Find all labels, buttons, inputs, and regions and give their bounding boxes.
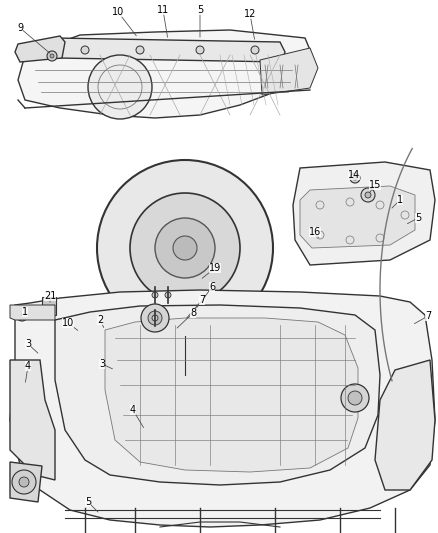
Text: 7: 7: [425, 311, 431, 321]
Circle shape: [155, 218, 215, 278]
Circle shape: [200, 347, 296, 443]
Circle shape: [180, 327, 316, 463]
Text: 11: 11: [157, 5, 169, 15]
Polygon shape: [52, 38, 285, 62]
Polygon shape: [10, 360, 55, 480]
Circle shape: [365, 192, 371, 198]
Polygon shape: [55, 305, 380, 485]
Text: 5: 5: [415, 213, 421, 223]
Polygon shape: [10, 290, 435, 527]
Polygon shape: [105, 318, 358, 472]
Circle shape: [88, 55, 152, 119]
Circle shape: [152, 315, 158, 321]
Text: 8: 8: [190, 308, 196, 318]
Polygon shape: [18, 30, 310, 118]
Text: 12: 12: [244, 9, 256, 19]
Circle shape: [50, 54, 54, 58]
Text: 10: 10: [62, 318, 74, 328]
Circle shape: [242, 389, 254, 401]
Circle shape: [230, 377, 266, 413]
Circle shape: [130, 193, 240, 303]
Text: 4: 4: [25, 361, 31, 371]
Text: 19: 19: [209, 263, 221, 273]
Circle shape: [148, 311, 162, 325]
Circle shape: [361, 188, 375, 202]
Circle shape: [196, 46, 204, 54]
Circle shape: [251, 46, 259, 54]
Circle shape: [173, 236, 197, 260]
Text: 3: 3: [25, 339, 31, 349]
Circle shape: [16, 309, 28, 321]
Circle shape: [81, 46, 89, 54]
Polygon shape: [10, 462, 42, 502]
Circle shape: [97, 160, 273, 336]
Circle shape: [152, 292, 158, 298]
Polygon shape: [10, 305, 55, 320]
Polygon shape: [375, 360, 435, 490]
Text: 9: 9: [17, 23, 23, 33]
Polygon shape: [260, 48, 318, 95]
Polygon shape: [300, 186, 415, 248]
Circle shape: [136, 46, 144, 54]
Text: 21: 21: [44, 291, 56, 301]
Text: 15: 15: [369, 180, 381, 190]
Text: 6: 6: [209, 282, 215, 292]
Text: 5: 5: [197, 5, 203, 15]
Polygon shape: [15, 36, 65, 62]
Text: 7: 7: [199, 295, 205, 305]
Circle shape: [141, 304, 169, 332]
Circle shape: [350, 173, 360, 183]
Text: 3: 3: [99, 359, 105, 369]
Circle shape: [19, 477, 29, 487]
Circle shape: [165, 292, 171, 298]
Polygon shape: [293, 162, 435, 265]
Text: 14: 14: [348, 170, 360, 180]
Bar: [42, 297, 56, 315]
Circle shape: [341, 384, 369, 412]
Text: 16: 16: [309, 227, 321, 237]
Circle shape: [353, 176, 357, 180]
Circle shape: [47, 51, 57, 61]
Circle shape: [348, 391, 362, 405]
Text: 2: 2: [97, 315, 103, 325]
Circle shape: [12, 470, 36, 494]
Text: 10: 10: [112, 7, 124, 17]
Text: 4: 4: [130, 405, 136, 415]
Text: 5: 5: [85, 497, 91, 507]
Text: 1: 1: [22, 307, 28, 317]
Text: 1: 1: [397, 195, 403, 205]
